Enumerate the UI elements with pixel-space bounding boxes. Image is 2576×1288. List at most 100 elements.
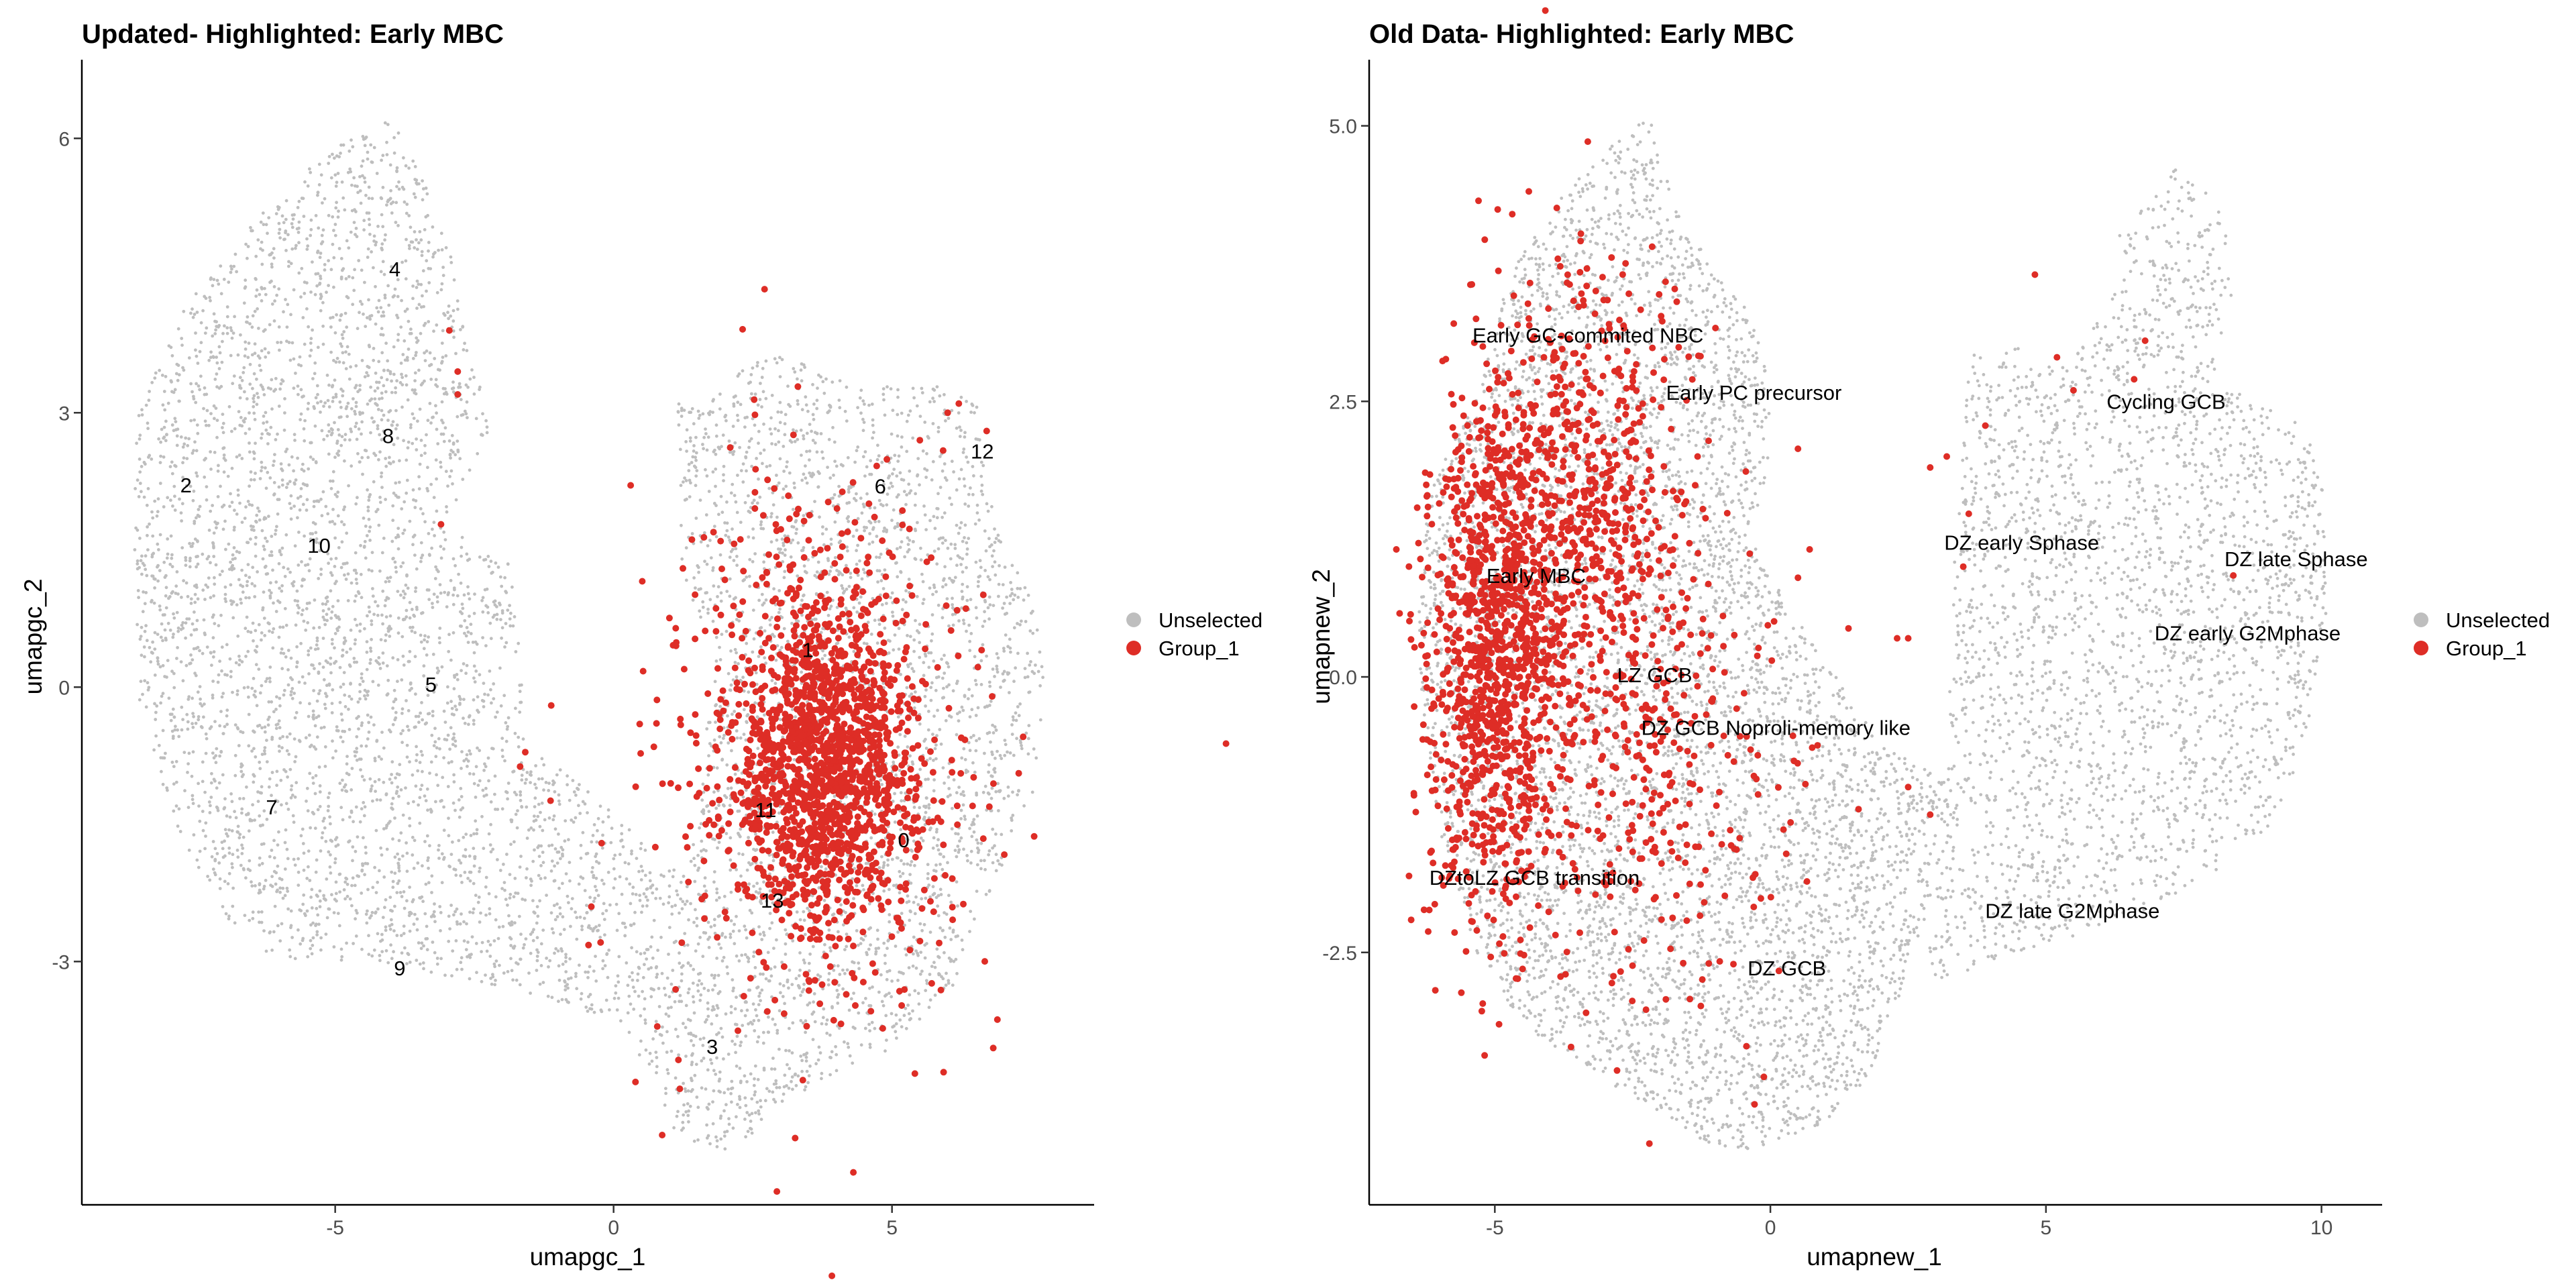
unselected-point — [376, 604, 380, 608]
unselected-point — [394, 710, 398, 714]
unselected-point — [327, 423, 331, 427]
unselected-point — [684, 1110, 688, 1114]
unselected-point — [943, 782, 946, 785]
unselected-point — [399, 565, 403, 568]
unselected-point — [796, 1074, 800, 1078]
unselected-point — [413, 725, 417, 729]
unselected-point — [386, 678, 390, 682]
unselected-point — [812, 992, 816, 996]
unselected-point — [712, 918, 716, 922]
unselected-point — [912, 706, 916, 710]
unselected-point — [977, 580, 980, 584]
unselected-point — [983, 867, 987, 871]
unselected-point — [364, 845, 368, 849]
unselected-point — [1008, 646, 1012, 650]
unselected-point — [768, 464, 772, 468]
unselected-point — [951, 623, 955, 627]
unselected-point — [405, 869, 409, 873]
unselected-point — [280, 803, 283, 807]
unselected-point — [780, 645, 784, 649]
unselected-point — [315, 384, 319, 388]
unselected-point — [764, 396, 768, 400]
unselected-point — [661, 1025, 664, 1029]
unselected-point — [303, 342, 307, 346]
unselected-point — [636, 979, 639, 982]
unselected-point — [583, 802, 587, 806]
unselected-point — [174, 759, 178, 763]
unselected-point — [714, 720, 717, 724]
unselected-point — [928, 586, 932, 590]
unselected-point — [1003, 753, 1007, 757]
unselected-point — [428, 844, 431, 848]
unselected-point — [786, 1063, 789, 1067]
unselected-point — [422, 647, 426, 651]
unselected-point — [410, 608, 414, 611]
unselected-point — [153, 577, 157, 581]
unselected-point — [728, 577, 732, 581]
unselected-point — [881, 529, 885, 533]
unselected-point — [344, 350, 347, 354]
unselected-point — [987, 680, 991, 684]
unselected-point — [906, 1004, 910, 1007]
unselected-point — [357, 727, 360, 731]
unselected-point — [258, 767, 262, 771]
unselected-point — [264, 411, 268, 415]
unselected-point — [276, 864, 280, 868]
unselected-point — [199, 341, 203, 345]
unselected-point — [377, 299, 381, 303]
unselected-point — [435, 411, 438, 415]
unselected-point — [766, 951, 770, 955]
unselected-point — [278, 737, 282, 741]
unselected-point — [735, 914, 738, 918]
unselected-point — [402, 924, 406, 928]
unselected-point — [771, 1057, 775, 1060]
unselected-point — [186, 727, 190, 731]
unselected-point — [503, 888, 506, 892]
unselected-point — [172, 809, 176, 813]
unselected-point — [710, 1022, 714, 1026]
unselected-point — [743, 924, 747, 928]
unselected-point — [721, 737, 725, 740]
unselected-point — [898, 545, 902, 549]
unselected-point — [958, 839, 961, 843]
unselected-point — [425, 936, 429, 941]
unselected-point — [787, 1086, 791, 1090]
unselected-point — [969, 849, 973, 853]
unselected-point — [189, 311, 193, 315]
unselected-point — [133, 548, 137, 551]
unselected-point — [466, 385, 470, 389]
unselected-point — [229, 675, 233, 679]
unselected-point — [244, 347, 248, 351]
unselected-point — [382, 875, 386, 879]
unselected-point — [143, 679, 147, 683]
unselected-point — [401, 854, 405, 858]
unselected-point — [186, 806, 191, 809]
unselected-point — [156, 565, 159, 569]
unselected-point — [908, 409, 912, 413]
unselected-point — [356, 590, 360, 594]
unselected-point — [391, 504, 395, 508]
unselected-point — [778, 457, 782, 461]
unselected-point — [552, 879, 556, 883]
unselected-point — [855, 562, 859, 566]
unselected-point — [601, 912, 604, 916]
unselected-point — [712, 525, 716, 528]
unselected-point — [908, 863, 912, 867]
unselected-point — [274, 376, 278, 380]
unselected-point — [170, 591, 174, 595]
unselected-point — [270, 631, 274, 634]
unselected-point — [176, 728, 179, 732]
unselected-point — [733, 647, 737, 651]
unselected-point — [833, 520, 837, 524]
unselected-point — [392, 929, 396, 932]
unselected-point — [307, 849, 311, 853]
unselected-point — [166, 537, 170, 541]
unselected-point — [370, 551, 374, 554]
unselected-point — [727, 741, 731, 745]
unselected-point — [903, 735, 907, 738]
unselected-point — [347, 728, 352, 731]
unselected-point — [924, 777, 928, 782]
unselected-point — [162, 756, 166, 760]
unselected-point — [803, 961, 806, 965]
unselected-point — [312, 405, 316, 409]
